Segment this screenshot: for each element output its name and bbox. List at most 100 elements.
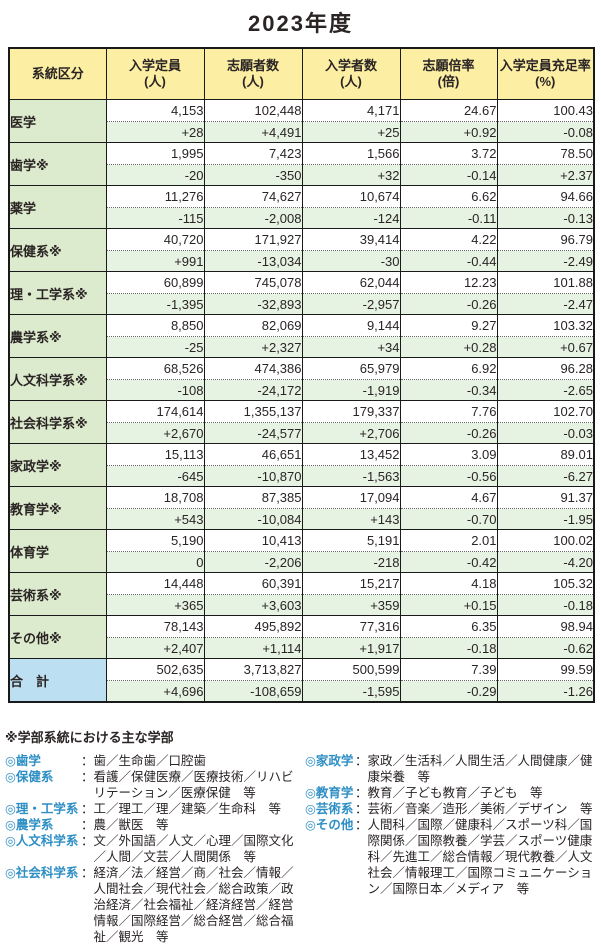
value-cell: 46,651 bbox=[203, 443, 303, 466]
column-header-unit: (人) bbox=[242, 74, 264, 89]
change-cell: +0.28 bbox=[399, 336, 498, 358]
change-cell: -2.65 bbox=[496, 379, 595, 401]
value-cell: 94.66 bbox=[496, 185, 595, 208]
value-cell: 7.76 bbox=[399, 400, 498, 423]
footnote-category-label: ◎その他 bbox=[305, 818, 354, 832]
value-cell: 102.70 bbox=[496, 400, 595, 423]
value-cell: 5,190 bbox=[105, 529, 205, 552]
footnote-faculty-list: 教育／子ども教育／子ども 等 bbox=[367, 786, 543, 800]
column-header-unit: (倍) bbox=[437, 74, 460, 89]
change-row: +365 +3,603 +359 +0.15 -0.18 bbox=[9, 594, 595, 616]
column-header-0: 系統区分 bbox=[8, 47, 107, 100]
value-cell: 4,171 bbox=[301, 99, 401, 122]
footnote-separator: ： bbox=[81, 770, 94, 784]
change-cell: -25 bbox=[105, 336, 205, 358]
value-cell: 39,414 bbox=[301, 228, 401, 251]
value-cell: 40,720 bbox=[105, 228, 205, 251]
header-row: 系統区分 入学定員 (人) 志願者数 (人) 入学者数 (人) 志願倍率 (倍) 入学定員充足率(… bbox=[8, 47, 595, 100]
footnote-entry: ◎その他：人間科／国際／健康科／スポーツ科／国際関係／国際教養／学芸／スポーツ健… bbox=[305, 817, 597, 897]
value-cell: 3,713,827 bbox=[203, 658, 303, 681]
value-cell: 98.94 bbox=[496, 615, 595, 638]
value-row: 歯学※ 1,995 7,423 1,566 3.72 78.50 bbox=[8, 142, 595, 186]
change-cell: -0.56 bbox=[399, 465, 498, 487]
value-cell: 745,078 bbox=[203, 271, 303, 294]
footnote-faculty-list: 農／獣医 等 bbox=[93, 818, 169, 832]
change-cell: -0.18 bbox=[399, 637, 498, 659]
change-cell: -0.11 bbox=[399, 207, 498, 229]
value-cell: 103.32 bbox=[496, 314, 595, 337]
value-cell: 474,386 bbox=[203, 357, 303, 380]
value-cell: 10,674 bbox=[301, 185, 401, 208]
column-header-label: 入学定員充足率 bbox=[499, 58, 591, 73]
change-row: -1,395 -32,893 -2,957 -0.26 -2.47 bbox=[9, 293, 595, 315]
value-row: 家政学※ 15,113 46,651 13,452 3.09 89.01 bbox=[8, 443, 595, 487]
value-cell: 500,599 bbox=[301, 658, 401, 681]
footnote-columns: ◎歯学：歯／生命歯／口腔歯 ◎保健系：看護／保健医療／医療技術／リハビリテーション… bbox=[5, 753, 597, 945]
change-row: +4,696 -108,659 -1,595 -0.29 -1.26 bbox=[9, 680, 595, 703]
footnote-category-label: ◎教育学 bbox=[305, 786, 354, 800]
column-header-unit: (人) bbox=[144, 74, 166, 89]
footnote-category-label: ◎家政学 bbox=[305, 754, 354, 768]
change-cell: -10,084 bbox=[203, 508, 303, 530]
footnote-faculty-list: 人間科／国際／健康科／スポーツ科／国際関係／国際教養／学芸／スポーツ健康科／先進… bbox=[367, 818, 593, 896]
value-cell: 18,708 bbox=[105, 486, 205, 509]
value-cell: 96.28 bbox=[496, 357, 595, 380]
footnote-separator: ： bbox=[81, 818, 94, 832]
value-cell: 15,217 bbox=[301, 572, 401, 595]
value-cell: 495,892 bbox=[203, 615, 303, 638]
value-cell: 17,094 bbox=[301, 486, 401, 509]
change-cell: -13,034 bbox=[203, 250, 303, 272]
value-cell: 87,385 bbox=[203, 486, 303, 509]
change-cell: +4,491 bbox=[203, 121, 303, 143]
value-row: その他※ 78,143 495,892 77,316 6.35 98.94 bbox=[8, 615, 595, 659]
value-cell: 3.09 bbox=[399, 443, 498, 466]
change-cell: +25 bbox=[301, 121, 401, 143]
footnote-separator: ： bbox=[81, 866, 94, 880]
change-cell: -2.49 bbox=[496, 250, 595, 272]
change-cell: -108 bbox=[105, 379, 205, 401]
row-label: 教育学※ bbox=[8, 486, 107, 530]
change-cell: -124 bbox=[301, 207, 401, 229]
value-row: 合 計 502,635 3,713,827 500,599 7.39 99.59 bbox=[8, 658, 595, 703]
change-row: +991 -13,034 -30 -0.44 -2.49 bbox=[9, 250, 595, 272]
change-cell: +143 bbox=[301, 508, 401, 530]
footnote-category-label: ◎理・工学系 bbox=[5, 802, 79, 816]
change-cell: -4.20 bbox=[496, 551, 595, 573]
column-header-4: 志願倍率 (倍) bbox=[399, 47, 498, 100]
value-row: 理・工学系※ 60,899 745,078 62,044 12.23 101.88 bbox=[8, 271, 595, 315]
value-row: 社会科学系※ 174,614 1,355,137 179,337 7.76 102.70 bbox=[8, 400, 595, 444]
change-cell: -10,870 bbox=[203, 465, 303, 487]
value-cell: 1,355,137 bbox=[203, 400, 303, 423]
change-row: -115 -2,008 -124 -0.11 -0.13 bbox=[9, 207, 595, 229]
value-cell: 6.92 bbox=[399, 357, 498, 380]
column-header-label: 入学定員 bbox=[128, 58, 181, 73]
value-cell: 14,448 bbox=[105, 572, 205, 595]
footnote-category-label: ◎芸術系 bbox=[305, 802, 354, 816]
change-cell: +2,706 bbox=[301, 422, 401, 444]
value-cell: 101.88 bbox=[496, 271, 595, 294]
footnote-faculty-list: 歯／生命歯／口腔歯 bbox=[93, 754, 207, 768]
change-cell: -350 bbox=[203, 164, 303, 186]
row-label: 社会科学系※ bbox=[8, 400, 107, 444]
column-header-unit: (人) bbox=[340, 74, 362, 89]
value-cell: 4.18 bbox=[399, 572, 498, 595]
footnote-title: ※学部系統における主な学部 bbox=[5, 730, 174, 745]
change-cell: +365 bbox=[105, 594, 205, 616]
row-label: 家政学※ bbox=[8, 443, 107, 487]
table-body: 医学 4,153 102,448 4,171 24.67 100.43 +28 +4,491 +… bbox=[8, 99, 595, 703]
change-cell: -24,577 bbox=[203, 422, 303, 444]
row-label: 合 計 bbox=[8, 658, 107, 703]
value-row: 農学系※ 8,850 82,069 9,144 9.27 103.32 bbox=[8, 314, 595, 358]
value-cell: 96.79 bbox=[496, 228, 595, 251]
value-cell: 60,391 bbox=[203, 572, 303, 595]
change-cell: +2.37 bbox=[496, 164, 595, 186]
value-row: 医学 4,153 102,448 4,171 24.67 100.43 bbox=[8, 99, 595, 143]
value-cell: 502,635 bbox=[105, 658, 205, 681]
value-cell: 4.22 bbox=[399, 228, 498, 251]
change-cell: -108,659 bbox=[203, 680, 303, 703]
change-cell: -2.47 bbox=[496, 293, 595, 315]
footnote-category-label: ◎社会科学系 bbox=[5, 866, 79, 880]
value-cell: 65,979 bbox=[301, 357, 401, 380]
value-cell: 100.43 bbox=[496, 99, 595, 122]
footnote-column-left: ◎歯学：歯／生命歯／口腔歯 ◎保健系：看護／保健医療／医療技術／リハビリテーション… bbox=[5, 753, 305, 945]
